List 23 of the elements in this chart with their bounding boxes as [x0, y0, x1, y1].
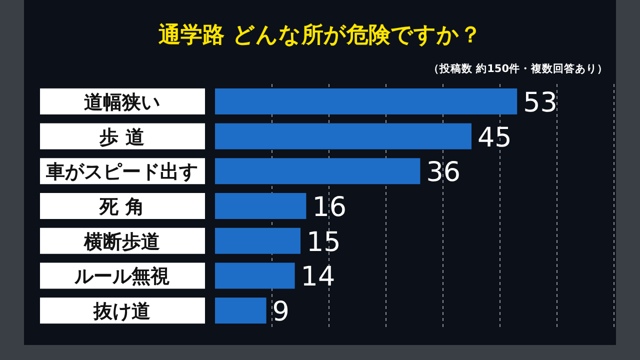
y-tick-label: 死 角 — [98, 196, 144, 218]
y-tick-label: 道幅狭い — [84, 91, 160, 114]
bar — [215, 193, 306, 219]
data-label: 16 — [312, 192, 347, 223]
y-tick-label: 歩 道 — [98, 126, 144, 148]
bar — [215, 158, 420, 184]
bar — [215, 298, 266, 324]
data-label: 14 — [300, 262, 336, 293]
y-tick-label: 車がスピード出す — [45, 161, 198, 184]
chart-subtitle: （投稿数 約150件・複数回答あり） — [428, 62, 608, 75]
y-tick-label: ルール無視 — [74, 266, 170, 288]
bar — [215, 228, 300, 254]
chart-title: 通学路 どんな所が危険ですか？ — [158, 23, 482, 48]
bar — [215, 88, 518, 114]
y-tick-label: 横断歩道 — [83, 230, 160, 253]
data-label: 45 — [478, 122, 512, 154]
data-label: 9 — [272, 296, 290, 328]
y-tick-label: 抜け道 — [92, 300, 150, 323]
data-label: 53 — [523, 87, 558, 118]
data-label: 15 — [306, 226, 341, 258]
bar — [215, 262, 295, 289]
bar — [215, 123, 472, 150]
data-label: 36 — [426, 157, 461, 188]
